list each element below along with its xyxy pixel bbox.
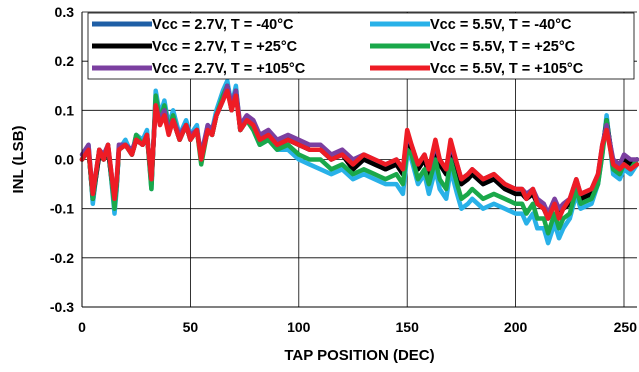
legend-entry-5: Vcc = 5.5V, T = +105°C — [430, 61, 584, 77]
y-tick-label-2: -0.1 — [50, 201, 74, 217]
y-tick-label-6: 0.3 — [55, 4, 75, 20]
legend-entry-2: Vcc = 2.7V, T = +25°C — [152, 39, 298, 55]
axes: -0.3 -0.2 -0.1 0.0 0.1 0.2 0.3 0 50 100 150 200 250 — [50, 4, 637, 335]
x-tick-label-2: 100 — [287, 319, 311, 335]
legend-box — [87, 12, 635, 80]
legend-entry-0: Vcc = 2.7V, T = -40°C — [152, 17, 294, 33]
x-axis-title: TAP POSITION (DEC) — [284, 347, 434, 364]
legend-entry-3: Vcc = 5.5V, T = +25°C — [430, 39, 576, 55]
legend-entry-1: Vcc = 5.5V, T = -40°C — [430, 17, 572, 33]
y-tick-label-4: 0.1 — [55, 102, 75, 118]
y-tick-label-1: -0.2 — [50, 250, 74, 266]
x-tick-label-5: 250 — [614, 319, 638, 335]
x-tick-label-4: 200 — [504, 319, 528, 335]
y-tick-label-0: -0.3 — [50, 299, 74, 315]
x-tick-label-3: 150 — [396, 319, 420, 335]
series-line-5 — [79, 88, 639, 221]
legend: Vcc = 2.7V, T = -40°C Vcc = 5.5V, T = -40… — [87, 12, 635, 80]
y-tick-label-3: 0.0 — [55, 152, 75, 168]
x-tick-label-1: 50 — [183, 319, 199, 335]
x-tick-label-0: 0 — [78, 319, 86, 335]
legend-entry-4: Vcc = 2.7V, T = +105°C — [152, 61, 306, 77]
series-lines — [79, 78, 639, 246]
y-axis-title: INL (LSB) — [10, 125, 27, 193]
y-tick-label-5: 0.2 — [55, 53, 75, 69]
